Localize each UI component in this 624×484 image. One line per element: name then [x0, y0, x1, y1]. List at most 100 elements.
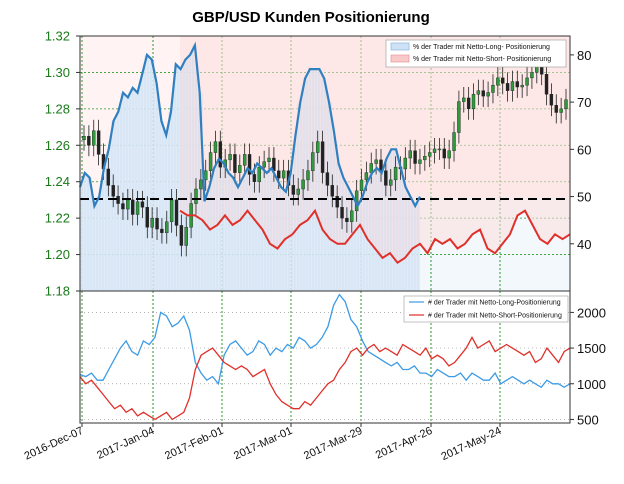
price-candle [335, 185, 339, 219]
x-axis-tick-label: 2017-Apr-26 [374, 425, 434, 462]
price-candle [311, 141, 315, 182]
price-candle [515, 70, 520, 98]
price-candle [281, 159, 286, 189]
price-axis-tick-label: 1.32 [45, 29, 70, 44]
bottom-legend: # der Trader mit Netto-Long-Positionieru… [403, 295, 569, 323]
short-positioning-area [180, 36, 570, 263]
price-candle [466, 87, 471, 120]
price-axis-tick-label: 1.30 [45, 65, 70, 80]
long-trader-count-line [79, 293, 571, 389]
legend-long-swatch [390, 42, 410, 51]
price-candle [208, 141, 213, 182]
price-candle [320, 130, 325, 184]
percent-axis-tick-label: 80 [577, 48, 591, 63]
price-axis-tick-label: 1.24 [45, 174, 70, 189]
x-axis-tick-label: 2017-Jan-04 [95, 425, 156, 462]
price-candle [150, 207, 154, 239]
price-candle [393, 156, 398, 191]
price-candle [330, 174, 335, 208]
price-candle [432, 138, 437, 164]
price-candle [267, 147, 271, 173]
legend-short-label: % der Trader mit Netto-Short- Positionie… [413, 56, 551, 63]
price-candle [418, 148, 422, 175]
price-candle [510, 70, 515, 102]
x-axis-tick-label: 2017-May-24 [439, 425, 503, 463]
price-candle [403, 147, 408, 180]
price-candle [427, 141, 432, 168]
percent-axis-tick-label: 60 [577, 142, 591, 157]
x-axis-tick-label: 2017-Feb-01 [163, 425, 225, 463]
price-candle [184, 216, 188, 257]
price-candle [423, 145, 427, 171]
price-candle [82, 125, 86, 151]
legend-long-label: % der Trader mit Netto-Long- Positionier… [413, 44, 550, 51]
count-axis-tick-label: 1500 [577, 341, 606, 356]
price-axis-tick-label: 1.22 [45, 211, 70, 226]
top-panel: 1.18 1.20 1.22 1.24 1.26 1.28 1.30 1.32 40 50 60 7… [45, 29, 592, 299]
short-positioning-line [179, 208, 571, 265]
price-candle [437, 138, 442, 160]
price-candle [476, 79, 481, 106]
price-candle [262, 150, 266, 179]
price-candle [130, 189, 135, 226]
legend-long-count-label: # der Trader mit Netto-Long-Positionieru… [428, 300, 561, 307]
price-candle [296, 178, 300, 206]
price-candle [549, 83, 554, 117]
price-candle [155, 207, 159, 240]
percent-axis-tick-label: 70 [577, 95, 591, 110]
price-candle [140, 190, 145, 219]
price-candle [447, 139, 451, 169]
price-candle [544, 63, 549, 106]
top-legend: % der Trader mit Netto-Long- Positionier… [385, 39, 567, 68]
price-candle [340, 196, 344, 230]
price-candle [247, 143, 252, 186]
legend-short-count-label: # der Trader mit Netto-Short-Positionier… [428, 313, 562, 320]
price-candle [121, 192, 125, 220]
x-axis-tick-label: 2016-Dec-07 [23, 425, 86, 463]
price-candle [165, 210, 169, 244]
price-candle [520, 74, 524, 98]
x-axis-tick-label: 2017-Mar-29 [302, 425, 364, 462]
bottom-panel: 500 1000 1500 2000 # der Trader mit Netto-L… [79, 290, 606, 427]
price-axis-tick-label: 1.26 [45, 138, 70, 153]
price-candle [174, 189, 179, 237]
price-candle [160, 218, 164, 244]
price-candle [228, 143, 232, 171]
price-candle [345, 207, 349, 233]
chart-title: GBP/USD Kunden Positionierung [192, 9, 430, 26]
price-candle [135, 190, 140, 226]
price-candle [111, 174, 115, 208]
price-candle [486, 81, 490, 108]
price-candle [491, 74, 495, 104]
price-candle [106, 158, 111, 197]
price-candle [559, 97, 563, 124]
price-candle [462, 87, 466, 113]
price-candle [457, 90, 461, 144]
short-trader-count-line [79, 336, 571, 421]
long-positioning-line [78, 41, 421, 210]
price-candle [92, 119, 96, 157]
price-candle [194, 178, 198, 215]
price-candle [471, 83, 476, 120]
price-candle [452, 121, 456, 162]
price-candle [389, 168, 393, 197]
price-candle [291, 174, 296, 206]
percent-axis-tick-label: 40 [577, 237, 591, 252]
price-candle [442, 138, 446, 169]
price-candle [233, 143, 237, 184]
price-candle [350, 199, 354, 233]
percent-axis-tick-label: 50 [577, 190, 591, 205]
price-candle [408, 139, 412, 169]
count-axis-tick-label: 1000 [577, 377, 606, 392]
x-axis-tick-label: 2017-Mar-01 [232, 425, 294, 462]
price-candle [325, 161, 330, 197]
price-candle [199, 168, 203, 200]
price-candle [315, 130, 320, 164]
price-candle [218, 130, 223, 179]
price-axis-tick-label: 1.18 [45, 284, 70, 299]
price-candle [496, 66, 500, 97]
legend-short-swatch [390, 54, 410, 63]
price-candle [257, 156, 261, 193]
price-candle [238, 154, 242, 184]
